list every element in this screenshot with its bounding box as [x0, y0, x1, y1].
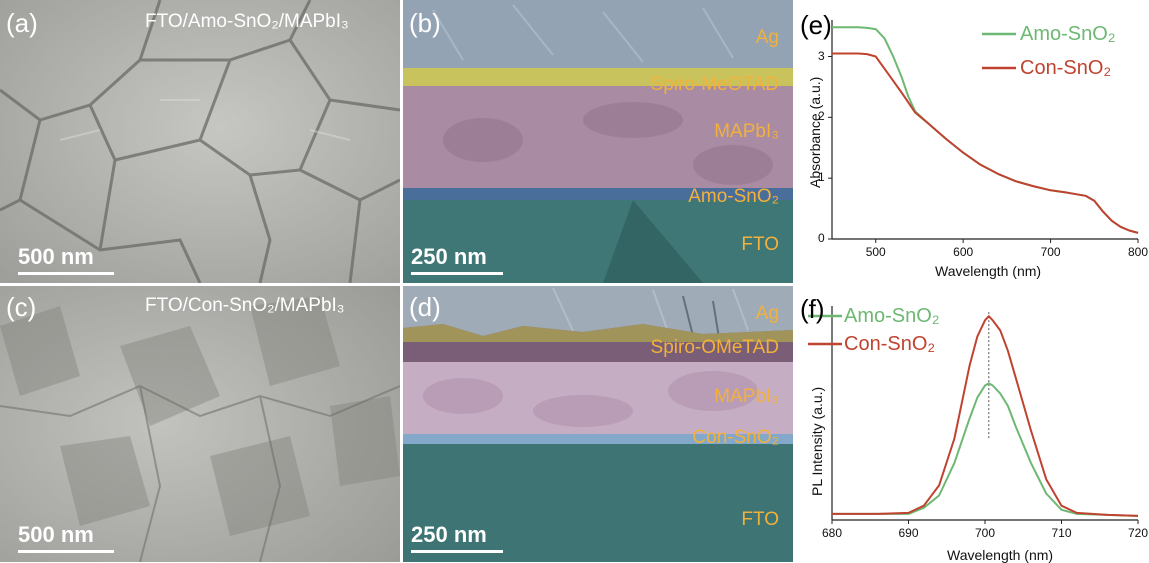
scale-bar-a: [18, 272, 114, 275]
absorbance-y-tick-label: 0: [818, 231, 825, 245]
sem-image-b: [403, 0, 793, 283]
layer-label-ag: Ag: [755, 303, 779, 324]
layer-label-ag: Ag: [755, 27, 779, 48]
scale-bar-b: [411, 272, 503, 275]
panel-label-f: (f): [800, 294, 825, 324]
pl-chart: (f) PL Intensity (a.u.) Wavelength (nm) …: [796, 286, 1149, 562]
absorbance-x-tick-label: 500: [865, 245, 886, 259]
absorbance-x-tick-label: 700: [1040, 245, 1061, 259]
layer-label-etl: Amo-SnO₂: [688, 186, 779, 207]
scale-label-a: 500 nm: [18, 244, 94, 269]
absorbance-legend-con: Con-SnO₂: [1020, 57, 1112, 79]
pl-x-tick-label: 680: [822, 526, 843, 540]
sem-panel-a: (a) FTO/Amo-SnO₂/MAPbI₃ 500 nm: [0, 0, 400, 283]
sem-image-c: [0, 286, 400, 562]
scale-label-c: 500 nm: [18, 522, 94, 547]
scale-bar-d: [411, 550, 503, 553]
pl-legend-amo: Amo-SnO₂: [844, 305, 940, 327]
layer-label-perovskite: MAPbI₃: [714, 386, 779, 407]
panel-label-b: (b): [409, 8, 441, 38]
pl-y-axis-title: PL Intensity (a.u.): [809, 386, 825, 496]
layer-label-etl: Con-SnO₂: [692, 427, 779, 448]
panel-label-c: (c): [6, 292, 37, 322]
panel-label-a: (a): [6, 8, 38, 38]
sem-image-a: [0, 0, 400, 283]
pl-x-tick-label: 720: [1128, 526, 1149, 540]
sem-panel-d: (d) Ag Spiro-OMeTAD MAPbI₃ Con-SnO₂ FTO …: [403, 286, 793, 562]
pl-legend-con: Con-SnO₂: [844, 333, 936, 355]
layer-label-htl: Spiro-OMeTAD: [650, 337, 779, 358]
layer-label-htl: Spiro-MeOTAD: [650, 74, 779, 95]
scale-bar-c: [18, 550, 114, 553]
layer-label-fto: FTO: [741, 509, 779, 530]
sample-caption-a: FTO/Amo-SnO₂/MAPbI₃: [145, 11, 349, 32]
panel-label-d: (d): [409, 292, 441, 322]
scale-label-b: 250 nm: [411, 244, 487, 269]
absorbance-plot: [828, 20, 1139, 243]
pl-x-tick-label: 700: [975, 526, 996, 540]
scale-label-d: 250 nm: [411, 522, 487, 547]
pl-x-tick-label: 690: [898, 526, 919, 540]
panel-label-e: (e): [800, 10, 832, 40]
absorbance-y-tick-label: 3: [818, 48, 825, 63]
absorbance-legend-amo: Amo-SnO₂: [1020, 23, 1116, 45]
absorbance-y-tick-label: 1: [818, 170, 825, 185]
sample-caption-c: FTO/Con-SnO₂/MAPbI₃: [145, 295, 345, 316]
pl-plot: [808, 306, 1139, 524]
sem-image-d: [403, 286, 793, 562]
layer-label-perovskite: MAPbI₃: [714, 121, 779, 142]
absorbance-series-con: [832, 52, 1139, 234]
pl-x-tick-label: 710: [1051, 526, 1072, 540]
absorbance-x-tick-label: 800: [1128, 245, 1149, 259]
absorbance-x-tick-label: 600: [953, 245, 974, 259]
absorbance-chart: (e) Absorbance (a.u.) Wavelength (nm) Am…: [796, 0, 1149, 283]
pl-series-amo: [832, 382, 1139, 517]
absorbance-y-tick-label: 2: [818, 109, 825, 124]
sem-panel-b: (b) Ag Spiro-MeOTAD MAPbI₃ Amo-SnO₂ FTO …: [403, 0, 793, 283]
absorbance-x-axis-title: Wavelength (nm): [935, 263, 1042, 279]
sem-panel-c: (c) FTO/Con-SnO₂/MAPbI₃ 500 nm: [0, 286, 400, 562]
pl-series-con: [832, 315, 1139, 517]
pl-x-axis-title: Wavelength (nm): [947, 547, 1054, 563]
layer-label-fto: FTO: [741, 234, 779, 255]
